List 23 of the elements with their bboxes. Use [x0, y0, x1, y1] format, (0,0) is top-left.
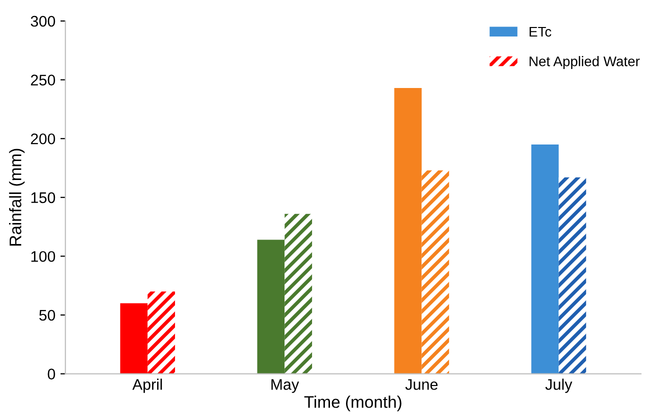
y-tick-label: 200	[30, 133, 56, 144]
x-tick-label: May	[271, 379, 300, 393]
bar	[531, 144, 559, 374]
x-tick-label: April	[132, 378, 162, 393]
x-tick-label: June	[405, 379, 438, 390]
y-tick-label: 50	[39, 310, 56, 321]
bar	[120, 303, 148, 374]
y-tick-label: 300	[30, 16, 56, 27]
legend-label: Net Applied Water	[530, 56, 640, 70]
bar	[558, 177, 586, 374]
y-tick-label: 150	[31, 192, 56, 204]
x-axis-title: Time (month)	[304, 396, 402, 412]
y-tick-label: 100	[31, 251, 56, 262]
bar	[394, 88, 422, 374]
bar	[257, 240, 285, 374]
y-axis-title: Rainfall (mm)	[9, 148, 25, 246]
bar	[422, 170, 450, 374]
x-tick-label: July	[545, 378, 572, 393]
bar	[148, 291, 176, 374]
legend-label: ETc	[530, 26, 552, 37]
y-tick-label: 250	[30, 74, 56, 86]
bar	[284, 214, 312, 374]
y-tick-label: 0	[48, 368, 56, 380]
